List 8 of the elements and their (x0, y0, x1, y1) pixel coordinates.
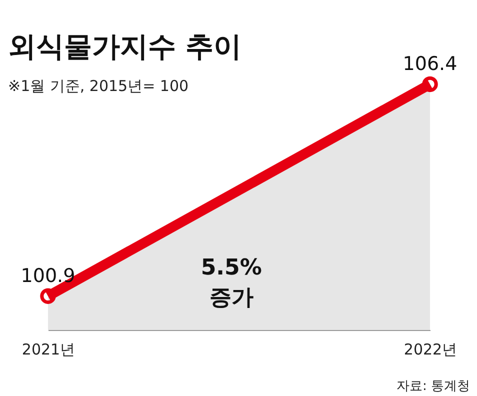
chart-title: 외식물가지수 추이 (8, 30, 242, 63)
data-label: 100.9 (20, 265, 76, 288)
x-tick-label: 2022년 (404, 340, 458, 358)
annotation: 5.5% 증가 (200, 256, 262, 310)
chart-subtitle: ※1월 기준, 2015년= 100 (8, 77, 189, 95)
annotation: 자료: 통계청 (396, 379, 470, 394)
x-tick-label: 2021년 (22, 340, 76, 358)
data-label: 106.4 (402, 53, 458, 76)
